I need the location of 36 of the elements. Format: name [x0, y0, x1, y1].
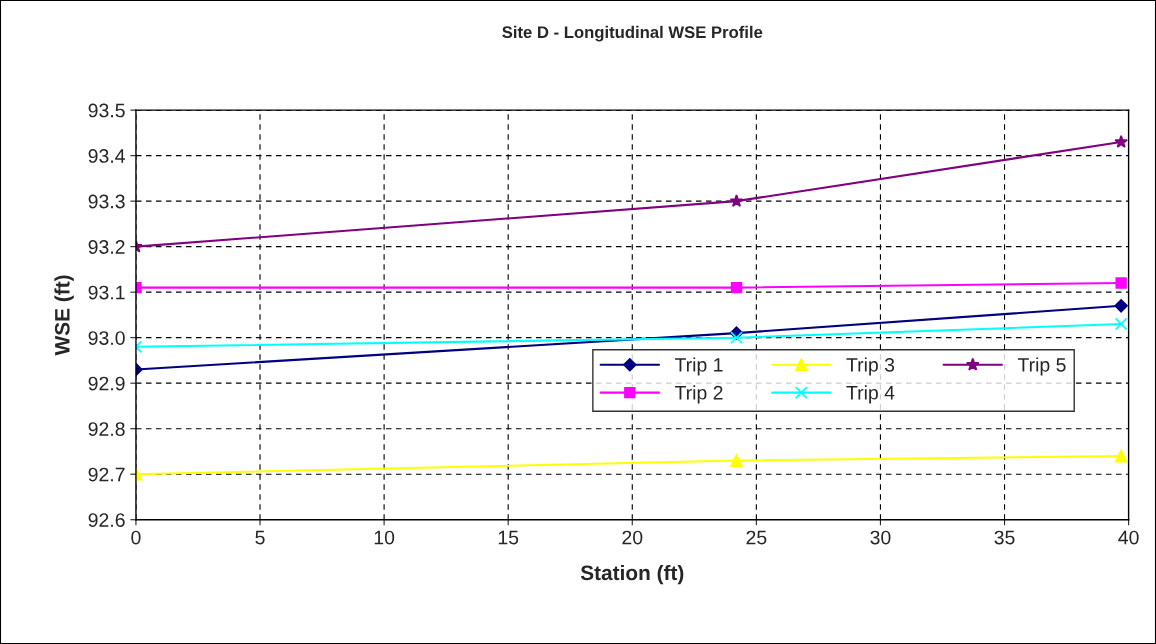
y-tick-label: 93.4: [88, 149, 125, 163]
x-tick-label: 30: [870, 530, 891, 545]
y-tick-label: 92.7: [88, 467, 125, 482]
y-tick-label: 93.3: [88, 194, 125, 209]
point: [1114, 134, 1128, 148]
x-tick-label: 15: [498, 530, 519, 545]
x-tick-label: 5: [255, 530, 265, 545]
point: [1115, 277, 1127, 289]
y-tick-label: 92.8: [88, 422, 125, 436]
chart-title: Site D - Longitudinal WSE Profile: [502, 25, 763, 42]
x-tick-label: 10: [374, 530, 395, 545]
legend-label: Trip 4: [846, 385, 895, 404]
legend-label: Trip 5: [1017, 357, 1066, 376]
y-tick-label: 93.1: [88, 285, 125, 300]
x-tick-label: 35: [994, 530, 1015, 545]
x-tick-label: 20: [622, 530, 643, 545]
point: [1114, 317, 1128, 331]
x-tick-label: 40: [1118, 530, 1139, 545]
x-tick-label: 0: [131, 530, 141, 545]
legend-label: Trip 1: [674, 357, 723, 376]
x-axis-title: Station (ft): [580, 564, 684, 585]
x-tick-label: 25: [746, 530, 767, 545]
y-tick-label: 93.0: [88, 331, 125, 345]
y-tick-label: 93.2: [88, 240, 125, 254]
point: [730, 454, 743, 467]
y-tick-label: 93.5: [88, 103, 125, 118]
point: [730, 331, 743, 345]
legend-label: Trip 2: [674, 385, 723, 404]
y-tick-label: 92.9: [88, 376, 125, 391]
y-tick-label: 92.6: [88, 513, 125, 527]
point: [730, 281, 743, 294]
y-axis-title: WSE (ft): [54, 275, 74, 356]
legend-label: Trip 3: [846, 357, 895, 376]
point: [1114, 299, 1128, 313]
point: [729, 194, 744, 208]
point: [1114, 449, 1128, 463]
